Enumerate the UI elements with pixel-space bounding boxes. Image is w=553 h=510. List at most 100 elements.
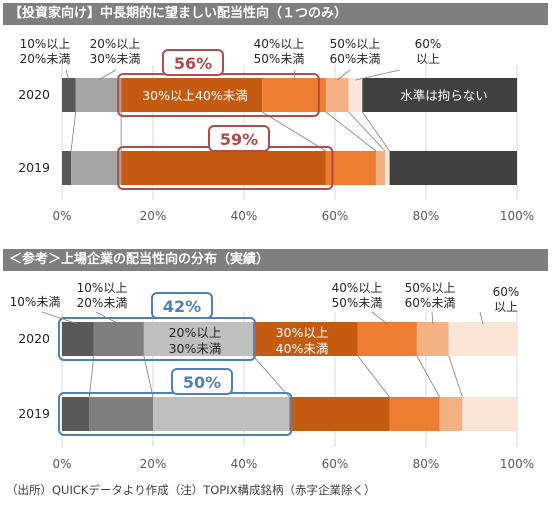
segment-inside-label: 20%以上 bbox=[169, 325, 222, 340]
segment-top-label: 50%未満 bbox=[332, 296, 383, 310]
bar-segment bbox=[253, 322, 358, 356]
callout-label: 42% bbox=[163, 297, 201, 316]
segment-top-label: 20%未満 bbox=[20, 52, 71, 66]
leader-line bbox=[431, 311, 434, 325]
segment-top-label: 60% bbox=[415, 37, 442, 51]
bar-segment bbox=[121, 151, 326, 185]
bar-segment bbox=[375, 151, 386, 185]
leader-line bbox=[293, 69, 296, 81]
x-tick-label: 0% bbox=[52, 209, 71, 223]
bar-segment bbox=[416, 322, 449, 356]
x-tick-label: 40% bbox=[231, 457, 258, 471]
segment-top-label: 60%未満 bbox=[330, 52, 381, 66]
callout-label-box bbox=[208, 125, 270, 152]
bar-segment bbox=[325, 78, 349, 112]
bar-segment bbox=[385, 151, 390, 185]
segment-inside-label: 30%以上 bbox=[276, 325, 329, 340]
chart-2-title: ＜参考＞上場企業の配当性向の分布（実績） bbox=[3, 249, 548, 271]
connector-line bbox=[325, 111, 377, 152]
x-tick-label: 60% bbox=[322, 209, 349, 223]
segment-top-label: 10%以上 bbox=[77, 281, 128, 295]
category-label: 2020 bbox=[18, 87, 50, 102]
segment-top-label: 60% bbox=[493, 285, 520, 299]
chart-2: 0% 20% 40% 60% 80% 100% 2020 2019 42% 50% 10%未満 10%… bbox=[10, 281, 535, 471]
bar-segment bbox=[362, 78, 517, 112]
category-label: 2019 bbox=[18, 406, 50, 421]
x-tick-label: 40% bbox=[231, 209, 258, 223]
segment-top-label: 以上 bbox=[494, 300, 518, 314]
bar-segment bbox=[62, 78, 76, 112]
bar-segment bbox=[325, 151, 376, 185]
leader-line bbox=[65, 69, 70, 81]
x-tick-label: 100% bbox=[500, 457, 534, 471]
bar-segment bbox=[62, 151, 72, 185]
chart-1: 0% 20% 40% 60% 80% 100%2020201956%59%10%以上20%… bbox=[18, 37, 534, 223]
leader-line bbox=[371, 311, 388, 325]
bar-segment bbox=[348, 78, 363, 112]
bar-segment bbox=[389, 151, 517, 185]
bar-segment bbox=[71, 151, 122, 185]
segment-top-label: 10%未満 bbox=[10, 295, 61, 309]
leader-line bbox=[95, 311, 120, 325]
connector-line bbox=[252, 355, 290, 398]
connector-line bbox=[448, 355, 463, 398]
segment-top-label: 20%以上 bbox=[90, 37, 141, 51]
segment-top-label: 10%以上 bbox=[20, 37, 71, 51]
segment-top-label: 50%以上 bbox=[405, 281, 456, 295]
connector-line bbox=[357, 355, 390, 398]
segment-top-label: 60%未満 bbox=[405, 296, 456, 310]
connector-line bbox=[361, 111, 390, 152]
leader-line bbox=[98, 69, 117, 81]
leader-line bbox=[479, 311, 484, 325]
callout-label: 56% bbox=[174, 54, 212, 73]
bar-segment bbox=[462, 397, 517, 431]
bar-segment bbox=[62, 397, 90, 431]
bar-segment bbox=[93, 322, 144, 356]
segment-inside-label: 30%未満 bbox=[169, 341, 222, 356]
callout-label: 50% bbox=[183, 373, 221, 392]
category-label: 2019 bbox=[18, 160, 50, 175]
connector-line bbox=[416, 355, 440, 398]
segment-top-label: 以上 bbox=[416, 52, 440, 66]
x-tick-label: 80% bbox=[413, 457, 440, 471]
callout-label: 59% bbox=[220, 130, 258, 149]
bar-segment bbox=[439, 397, 463, 431]
bar-segment bbox=[389, 397, 440, 431]
segment-top-label: 50%未満 bbox=[254, 52, 305, 66]
connector-line bbox=[261, 111, 327, 152]
segment-top-label: 40%以上 bbox=[254, 37, 305, 51]
bar-segment bbox=[289, 397, 390, 431]
bar-segment bbox=[75, 78, 122, 112]
leader-line bbox=[337, 69, 351, 81]
segment-inside-label: 40%未満 bbox=[276, 341, 329, 356]
segment-inside-label: 水準は拘らない bbox=[400, 88, 488, 103]
callout-label-box bbox=[162, 49, 224, 76]
bar-segment bbox=[89, 397, 153, 431]
x-tick-label: 80% bbox=[413, 209, 440, 223]
bar-segment bbox=[143, 322, 254, 356]
x-tick-label: 60% bbox=[322, 457, 349, 471]
connector-line bbox=[143, 355, 154, 398]
callout-label-box bbox=[151, 292, 213, 319]
x-tick-label: 100% bbox=[500, 209, 534, 223]
leader-line bbox=[355, 69, 401, 81]
segment-inside-label: 30%以上40%未満 bbox=[142, 88, 248, 103]
x-tick-label: 20% bbox=[140, 457, 167, 471]
callout-label-box bbox=[171, 368, 233, 395]
segment-top-label: 20%未満 bbox=[77, 296, 128, 310]
source-note: （出所）QUICKデータより作成（注）TOPIX構成銘柄（赤字企業除く） bbox=[6, 483, 375, 497]
segment-top-label: 40%以上 bbox=[332, 281, 383, 295]
bar-segment bbox=[448, 322, 517, 356]
bar-segment bbox=[262, 78, 326, 112]
bar-segment bbox=[153, 397, 290, 431]
category-label: 2020 bbox=[18, 331, 50, 346]
x-tick-label: 20% bbox=[140, 209, 167, 223]
connector-line bbox=[88, 355, 95, 398]
segment-top-label: 50%以上 bbox=[330, 37, 381, 51]
chart-1-title: 【投資家向け】中長期的に望ましい配当性向（１つのみ） bbox=[3, 3, 548, 25]
leader-line bbox=[41, 311, 79, 325]
bar-segment bbox=[62, 322, 94, 356]
connector-line bbox=[348, 111, 386, 152]
bar-segment bbox=[357, 322, 417, 356]
